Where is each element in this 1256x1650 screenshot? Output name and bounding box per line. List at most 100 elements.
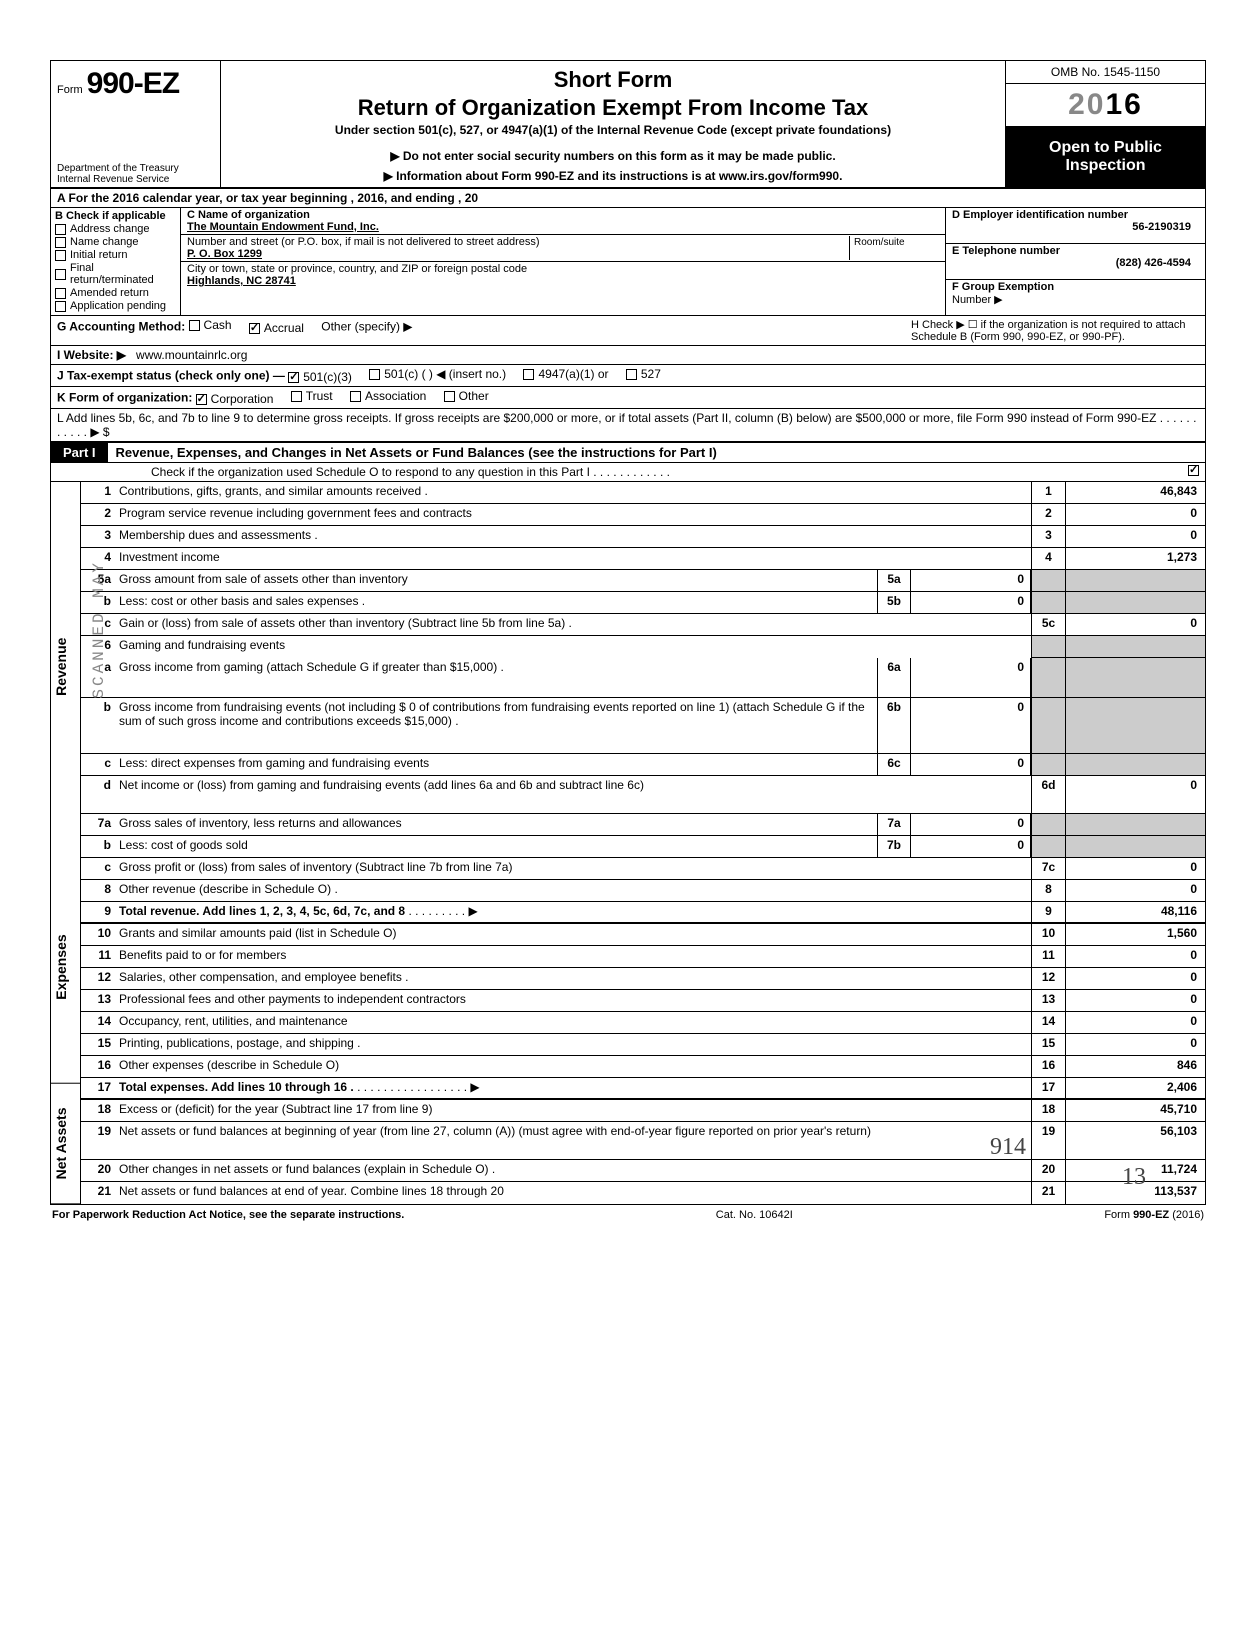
- line-6: 6 Gaming and fundraising events: [81, 636, 1205, 658]
- part1-tag: Part I: [51, 443, 108, 462]
- year-box: 2016: [1006, 84, 1205, 127]
- line-6a: a Gross income from gaming (attach Sched…: [81, 658, 1205, 698]
- chk-527[interactable]: [626, 369, 637, 380]
- f-label2: Number ▶: [952, 293, 1199, 306]
- form-border: Form 990-EZ Department of the Treasury I…: [50, 60, 1206, 1205]
- open-line1: Open to Public: [1006, 139, 1205, 157]
- form-990ez-page: Form 990-EZ Department of the Treasury I…: [50, 60, 1206, 1221]
- year-prefix: 20: [1068, 88, 1105, 121]
- chk-sched-o[interactable]: [1188, 465, 1199, 476]
- row-a: A For the 2016 calendar year, or tax yea…: [51, 189, 1205, 208]
- side-netassets: Net Assets: [51, 1084, 80, 1204]
- footer-left: For Paperwork Reduction Act Notice, see …: [52, 1209, 404, 1221]
- line-16: 16 Other expenses (describe in Schedule …: [81, 1056, 1205, 1078]
- lbl-4947: 4947(a)(1) or: [538, 367, 608, 381]
- line-10: 10 Grants and similar amounts paid (list…: [81, 924, 1205, 946]
- lbl-501c: 501(c) ( ) ◀ (insert no.): [384, 367, 506, 381]
- row-g: G Accounting Method: Cash Accrual Other …: [51, 316, 1205, 346]
- i-val: www.mountainrlc.org: [136, 348, 247, 362]
- line-2: 2 Program service revenue including gove…: [81, 504, 1205, 526]
- line-7b: b Less: cost of goods sold 7b 0: [81, 836, 1205, 858]
- line-4: 4 Investment income 4 1,273: [81, 548, 1205, 570]
- lbl-final-return: Final return/terminated: [70, 262, 176, 286]
- line-17: 17 Total expenses. Add lines 10 through …: [81, 1078, 1205, 1100]
- col-b: B Check if applicable Address change Nam…: [51, 208, 181, 315]
- chk-corp[interactable]: [196, 394, 207, 405]
- part1-header: Part I Revenue, Expenses, and Changes in…: [51, 443, 1205, 463]
- chk-initial-return[interactable]: [55, 250, 66, 261]
- c-name-val: The Mountain Endowment Fund, Inc.: [187, 221, 939, 233]
- subtitle: Under section 501(c), 527, or 4947(a)(1)…: [229, 123, 997, 137]
- title-return: Return of Organization Exempt From Incom…: [229, 95, 997, 121]
- notice-ssn: ▶ Do not enter social security numbers o…: [229, 149, 997, 163]
- line-19: 19 Net assets or fund balances at beginn…: [81, 1122, 1205, 1160]
- line-6d: d Net income or (loss) from gaming and f…: [81, 776, 1205, 814]
- line-6b: b Gross income from fundraising events (…: [81, 698, 1205, 754]
- header-right: OMB No. 1545-1150 2016 Open to Public In…: [1005, 61, 1205, 187]
- stamp-scanned: SCANNED MAY: [90, 560, 108, 699]
- header-row: Form 990-EZ Department of the Treasury I…: [51, 61, 1205, 189]
- line-5c: c Gain or (loss) from sale of assets oth…: [81, 614, 1205, 636]
- e-label: E Telephone number: [952, 245, 1199, 257]
- line-12: 12 Salaries, other compensation, and emp…: [81, 968, 1205, 990]
- row-i: I Website: ▶ www.mountainrlc.org: [51, 346, 1205, 365]
- k-label: K Form of organization:: [57, 391, 192, 405]
- chk-name-change[interactable]: [55, 237, 66, 248]
- h-text: H Check ▶ ☐ if the organization is not r…: [905, 316, 1205, 345]
- line-15: 15 Printing, publications, postage, and …: [81, 1034, 1205, 1056]
- lbl-cash: Cash: [204, 318, 232, 332]
- chk-trust[interactable]: [291, 391, 302, 402]
- f-label: F Group Exemption: [952, 281, 1199, 293]
- header-mid: Short Form Return of Organization Exempt…: [221, 61, 1005, 187]
- room-suite-label: Room/suite: [849, 236, 939, 260]
- row-j: J Tax-exempt status (check only one) — 5…: [51, 365, 1205, 387]
- c-addr-val: P. O. Box 1299: [187, 248, 849, 260]
- d-val: 56-2190319: [952, 221, 1199, 233]
- title-short-form: Short Form: [229, 67, 997, 93]
- form-number: 990-EZ: [87, 67, 179, 101]
- line-8: 8 Other revenue (describe in Schedule O)…: [81, 880, 1205, 902]
- open-inspection: Open to Public Inspection: [1006, 127, 1205, 187]
- chk-app-pending[interactable]: [55, 301, 66, 312]
- chk-501c[interactable]: [369, 369, 380, 380]
- line-21: 21 Net assets or fund balances at end of…: [81, 1182, 1205, 1204]
- chk-other-org[interactable]: [444, 391, 455, 402]
- j-label: J Tax-exempt status (check only one) —: [57, 369, 285, 383]
- lbl-amended: Amended return: [70, 287, 149, 299]
- line-3: 3 Membership dues and assessments . 3 0: [81, 526, 1205, 548]
- c-city-label: City or town, state or province, country…: [187, 263, 939, 275]
- e-val: (828) 426-4594: [952, 257, 1199, 269]
- chk-501c3[interactable]: [288, 372, 299, 383]
- col-de: D Employer identification number 56-2190…: [945, 208, 1205, 315]
- lbl-other-org: Other: [459, 389, 489, 403]
- dept-line1: Department of the Treasury: [57, 163, 214, 174]
- chk-assoc[interactable]: [350, 391, 361, 402]
- section-bcde: B Check if applicable Address change Nam…: [51, 208, 1205, 316]
- sched-o-row: Check if the organization used Schedule …: [51, 463, 1205, 482]
- footer: For Paperwork Reduction Act Notice, see …: [50, 1205, 1206, 1221]
- chk-final-return[interactable]: [55, 269, 66, 280]
- d-label: D Employer identification number: [952, 209, 1199, 221]
- handwriting-13: 13: [1122, 1164, 1146, 1191]
- lbl-address-change: Address change: [70, 223, 150, 235]
- dept-line2: Internal Revenue Service: [57, 174, 214, 185]
- lbl-527: 527: [641, 367, 661, 381]
- chk-accrual[interactable]: [249, 323, 260, 334]
- row-l: L Add lines 5b, 6c, and 7b to line 9 to …: [51, 409, 1205, 443]
- chk-cash[interactable]: [189, 320, 200, 331]
- chk-4947[interactable]: [523, 369, 534, 380]
- i-label: I Website: ▶: [57, 348, 126, 362]
- line-5b: b Less: cost or other basis and sales ex…: [81, 592, 1205, 614]
- open-line2: Inspection: [1006, 157, 1205, 175]
- lbl-trust: Trust: [306, 389, 333, 403]
- chk-amended[interactable]: [55, 288, 66, 299]
- footer-right: Form 990-EZ (2016): [1104, 1209, 1204, 1221]
- chk-address-change[interactable]: [55, 224, 66, 235]
- omb-number: OMB No. 1545-1150: [1006, 61, 1205, 84]
- lbl-other-method: Other (specify) ▶: [321, 320, 412, 334]
- line-5a: 5a Gross amount from sale of assets othe…: [81, 570, 1205, 592]
- handwriting-914: 914: [990, 1134, 1026, 1161]
- col-b-header: B Check if applicable: [55, 210, 176, 222]
- lbl-name-change: Name change: [70, 236, 139, 248]
- lbl-app-pending: Application pending: [70, 300, 166, 312]
